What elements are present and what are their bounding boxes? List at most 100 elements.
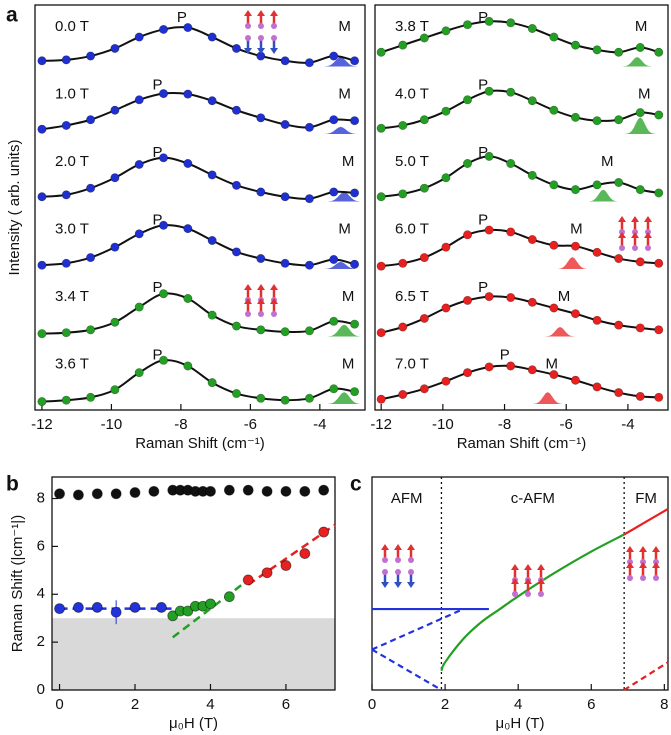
data-point xyxy=(205,485,216,497)
peak-label: P xyxy=(478,9,488,26)
mode-peak xyxy=(311,261,370,269)
data-point xyxy=(441,242,451,252)
data-point xyxy=(329,316,339,326)
peak-label: M xyxy=(545,355,558,372)
mode-peak xyxy=(311,57,370,67)
data-point xyxy=(654,258,664,268)
data-point xyxy=(223,484,235,496)
data-point xyxy=(614,254,624,264)
panel-label: a xyxy=(6,4,18,27)
field-label: 3.6 T xyxy=(55,355,89,372)
data-point xyxy=(261,567,273,579)
data-point xyxy=(592,315,602,325)
data-point xyxy=(419,313,429,323)
data-point xyxy=(441,26,451,36)
data-point xyxy=(183,224,193,234)
region-label: FM xyxy=(635,490,657,507)
data-point xyxy=(527,297,537,307)
data-point xyxy=(549,240,559,250)
x-tick-label: -8 xyxy=(498,416,511,433)
peak-label: P xyxy=(500,346,510,363)
field-label: 0.0 T xyxy=(55,18,89,35)
data-point xyxy=(350,387,360,397)
data-point xyxy=(304,122,314,132)
data-point xyxy=(134,95,144,105)
mode-peak xyxy=(614,117,667,134)
x-tick-label: -8 xyxy=(174,416,187,433)
data-point xyxy=(91,488,103,500)
data-point xyxy=(527,235,537,245)
data-point xyxy=(61,258,71,268)
data-point xyxy=(318,484,330,496)
data-point xyxy=(484,362,494,372)
mode-peak xyxy=(577,189,630,202)
x-axis-label: μ₀H (T) xyxy=(169,715,218,732)
data-point xyxy=(61,190,71,200)
data-point xyxy=(231,43,241,53)
data-point xyxy=(37,56,47,66)
peak-label: M xyxy=(342,288,355,305)
data-point xyxy=(86,325,96,335)
data-point xyxy=(398,389,408,399)
data-point xyxy=(183,89,193,99)
x-tick-label: -12 xyxy=(31,416,53,433)
mode-peak xyxy=(611,57,664,67)
data-point xyxy=(484,292,494,302)
peak-label: P xyxy=(153,346,163,363)
data-point xyxy=(549,303,559,313)
field-label: 5.0 T xyxy=(395,153,429,170)
x-tick-label: 6 xyxy=(587,696,595,713)
data-point xyxy=(231,247,241,257)
peak-label: P xyxy=(478,76,488,93)
data-point xyxy=(156,602,167,613)
data-point xyxy=(463,295,473,305)
data-point xyxy=(654,110,664,120)
peak-label: P xyxy=(177,9,187,26)
mode-peak xyxy=(311,126,370,134)
data-point xyxy=(134,368,144,378)
data-point xyxy=(614,47,624,57)
phase-curve xyxy=(623,661,669,691)
c-afm-icon xyxy=(242,282,280,319)
data-point xyxy=(592,116,602,126)
data-point xyxy=(280,56,290,66)
data-point xyxy=(207,378,217,388)
data-point xyxy=(635,391,645,401)
data-point xyxy=(614,388,624,398)
data-point xyxy=(549,180,559,190)
x-tick-label: -12 xyxy=(370,416,392,433)
data-point xyxy=(134,302,144,312)
field-label: 1.0 T xyxy=(55,85,89,102)
data-point xyxy=(110,606,122,618)
data-point xyxy=(419,253,429,263)
data-point xyxy=(231,105,241,115)
field-label: 3.4 T xyxy=(55,288,89,305)
panel-label: c xyxy=(350,473,362,496)
data-point xyxy=(527,170,537,180)
data-point xyxy=(231,180,241,190)
data-point xyxy=(376,123,386,133)
peak-label: M xyxy=(635,18,648,35)
phase-curve xyxy=(371,608,464,651)
peak-label: M xyxy=(638,85,651,102)
y-tick-label: 6 xyxy=(37,537,45,554)
data-point xyxy=(280,327,290,337)
data-point xyxy=(654,325,664,335)
data-point xyxy=(256,325,266,335)
data-point xyxy=(549,32,559,42)
data-point xyxy=(376,328,386,338)
x-tick-label: 2 xyxy=(131,696,139,713)
data-point xyxy=(376,394,386,404)
region-label: c-AFM xyxy=(511,490,555,507)
data-point xyxy=(592,180,602,190)
data-point xyxy=(207,96,217,106)
data-point xyxy=(635,108,645,118)
field-label: 4.0 T xyxy=(395,85,429,102)
field-label: 3.0 T xyxy=(55,220,89,237)
data-point xyxy=(570,375,580,385)
data-point xyxy=(61,328,71,338)
data-point xyxy=(419,115,429,125)
x-tick-label: -10 xyxy=(101,416,123,433)
